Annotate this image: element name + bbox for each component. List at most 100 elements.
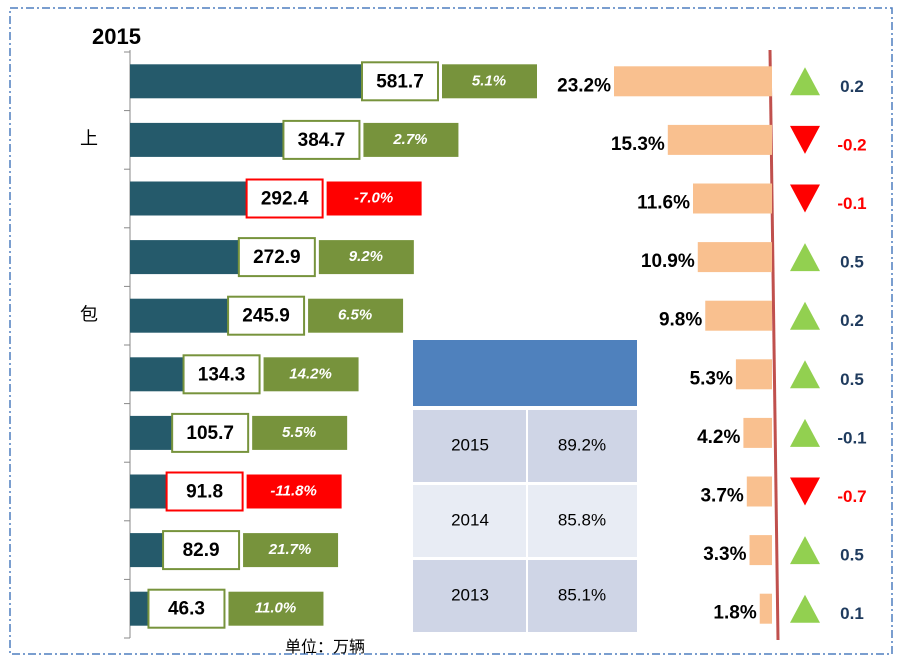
growth-box [228, 591, 324, 626]
table-cell: 85.1% [558, 585, 606, 604]
growth-label: 9.2% [349, 248, 383, 265]
y-tick-label: 上 [80, 129, 98, 149]
table-header [413, 340, 637, 406]
change-label: 0.2 [840, 77, 864, 96]
change-label: -0.7 [837, 487, 866, 506]
growth-label: 5.5% [282, 424, 316, 441]
share-label: 10.9% [641, 251, 695, 272]
change-label: -0.2 [837, 135, 866, 154]
share-bar [749, 535, 772, 566]
value-box [227, 295, 306, 336]
share-bar [614, 66, 772, 97]
bar [130, 181, 247, 216]
growth-label: -11.8% [270, 482, 316, 499]
bar [130, 298, 229, 333]
share-bar [746, 476, 772, 507]
value-label: 384.7 [298, 130, 346, 151]
growth-label: 2.7% [392, 131, 427, 148]
frame [9, 7, 893, 655]
growth-box [326, 181, 422, 216]
share-label: 1.8% [713, 603, 756, 624]
value-label: 91.8 [186, 482, 223, 503]
share-label: 11.6% [637, 193, 690, 214]
up-arrow [790, 594, 820, 623]
up-arrow [790, 301, 820, 330]
growth-label: 21.7% [268, 541, 312, 558]
value-box [165, 471, 244, 512]
table-cell: 2013 [451, 585, 489, 604]
share-bar [735, 359, 772, 390]
growth-label: 11.0% [255, 600, 296, 617]
share-bar [697, 242, 772, 273]
bar [130, 533, 164, 568]
change-label: 0.5 [840, 546, 864, 565]
growth-box [363, 122, 459, 157]
value-label: 272.9 [253, 247, 301, 268]
value-label: 581.7 [376, 71, 424, 92]
change-label: 0.1 [840, 604, 864, 623]
value-box [182, 354, 261, 395]
growth-label: 14.2% [289, 365, 332, 382]
value-label: 46.3 [168, 599, 205, 620]
change-label: -0.1 [837, 194, 866, 213]
table-cell: 89.2% [558, 435, 606, 454]
value-box [361, 61, 439, 102]
up-arrow [790, 418, 820, 447]
table-cell: 2015 [451, 435, 489, 454]
chart-title: 2015 [92, 24, 141, 49]
bar [130, 122, 284, 157]
table-cell: 85.8% [558, 510, 606, 529]
growth-box [263, 357, 359, 392]
value-box [162, 530, 241, 571]
value-box [171, 412, 250, 453]
table-row [413, 410, 637, 482]
change-label: -0.1 [837, 428, 866, 447]
unit-label: 单位：万辆 [285, 638, 365, 656]
share-label: 4.2% [697, 427, 740, 448]
share-bar [705, 300, 772, 331]
change-label: 0.5 [840, 253, 864, 272]
growth-box [318, 240, 414, 275]
share-bar [693, 183, 772, 214]
value-label: 105.7 [186, 423, 234, 444]
growth-box [252, 415, 348, 450]
share-label: 15.3% [611, 134, 665, 155]
growth-box [308, 298, 404, 333]
growth-box [442, 64, 537, 99]
value-box [245, 178, 324, 219]
down-arrow [790, 125, 820, 154]
value-label: 245.9 [242, 306, 290, 327]
value-box [237, 237, 316, 278]
value-box [282, 119, 361, 160]
share-bar [667, 124, 772, 155]
value-box [147, 588, 226, 629]
table-row [413, 560, 637, 632]
table-cell: 2014 [451, 510, 489, 529]
value-label: 82.9 [183, 540, 220, 561]
up-arrow [790, 360, 820, 389]
down-arrow [790, 184, 820, 213]
bar [130, 474, 167, 509]
y-tick-label: 包 [80, 304, 98, 324]
growth-label: 5.1% [472, 72, 506, 89]
value-label: 292.4 [261, 189, 309, 210]
share-label: 3.7% [700, 486, 743, 507]
share-label: 3.3% [703, 544, 746, 565]
table: 2015 89.2% 2014 85.8% 2013 85.1% [413, 340, 637, 632]
bar [130, 591, 149, 626]
share-bar [743, 417, 772, 448]
up-arrow [790, 536, 820, 565]
value-label: 134.3 [198, 364, 246, 385]
bar [130, 240, 239, 275]
growth-box [246, 474, 342, 509]
growth-label: 6.5% [338, 307, 372, 324]
up-arrow [790, 67, 820, 96]
change-label: 0.2 [840, 311, 864, 330]
bar [130, 415, 173, 450]
bar [130, 64, 362, 99]
up-arrow [790, 243, 820, 272]
growth-box [243, 533, 339, 568]
share-bar [759, 593, 772, 624]
bar [130, 357, 184, 392]
